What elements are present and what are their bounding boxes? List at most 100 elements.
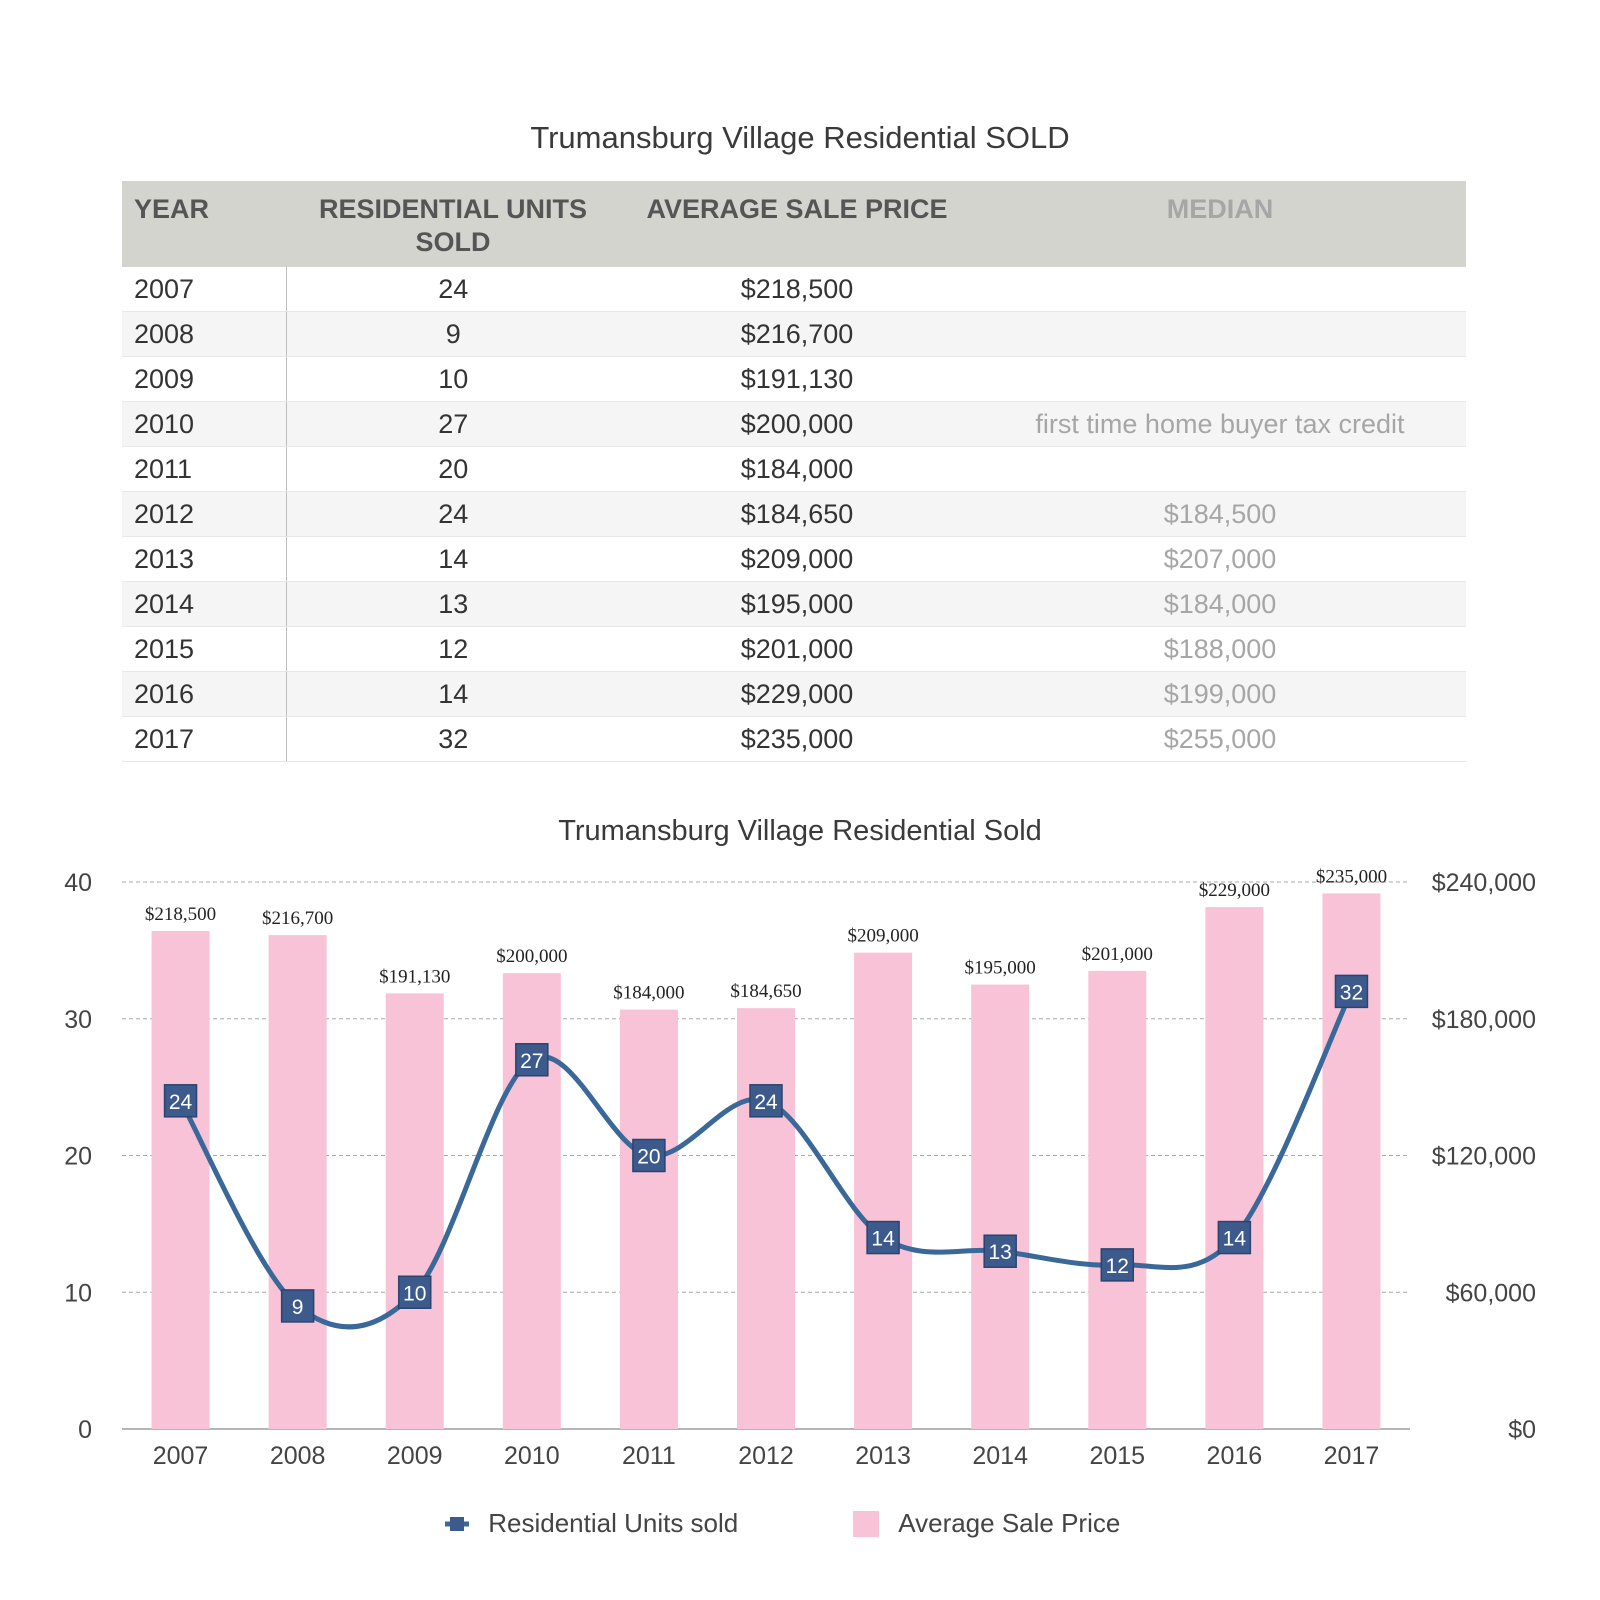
units-data-label: 14: [1223, 1228, 1247, 1251]
price-data-label: $201,000: [1082, 944, 1153, 965]
units-marker: [397, 1275, 432, 1309]
units-line: [178, 990, 1354, 1330]
price-data-label: $235,000: [1316, 866, 1387, 887]
x-tick-label: 2015: [1089, 1442, 1145, 1470]
cell-median: [974, 446, 1466, 492]
price-data-label: $195,000: [965, 958, 1036, 979]
cell-year: 2010: [122, 401, 287, 447]
cell-median: first time home buyer tax credit: [974, 401, 1466, 447]
header-median: MEDIAN: [974, 181, 1466, 267]
cell-year: 2011: [122, 446, 287, 492]
y-left-tick-label: 40: [64, 869, 92, 897]
units-marker: [866, 1220, 900, 1255]
y-left-tick-label: 20: [64, 1143, 92, 1171]
legend-label-price: Average Sale Price: [898, 1508, 1121, 1538]
price-bar: [502, 973, 561, 1429]
x-tick-label: 2009: [387, 1442, 443, 1470]
table-row: 2016 14 $229,000 $199,000: [122, 671, 1466, 717]
units-marker: [749, 1084, 783, 1118]
price-data-label: $200,000: [496, 946, 567, 967]
units-data-label: 24: [754, 1091, 778, 1114]
table-row: 2017 32 $235,000 $255,000: [122, 716, 1466, 762]
table-row: 2015 12 $201,000 $188,000: [122, 626, 1466, 672]
cell-year: 2015: [122, 626, 287, 672]
cell-average-price: $201,000: [620, 626, 974, 672]
cell-average-price: $195,000: [620, 581, 974, 627]
price-data-label: $184,000: [613, 983, 684, 1004]
table-row: 2013 14 $209,000 $207,000: [122, 536, 1466, 582]
legend-label-units: Residential Units sold: [488, 1508, 739, 1538]
y-left-tick-label: 0: [78, 1416, 92, 1444]
y-right-tick-label: $60,000: [1446, 1279, 1536, 1307]
y-right-tick-label: $0: [1508, 1416, 1536, 1444]
price-bar: [971, 984, 1030, 1429]
x-tick-label: 2011: [622, 1442, 676, 1470]
table-title: Trumansburg Village Residential SOLD: [530, 120, 1070, 155]
header-average-price: AVERAGE SALE PRICE: [620, 181, 974, 267]
cell-year: 2014: [122, 581, 287, 627]
cell-average-price: $191,130: [620, 356, 974, 402]
table-header-row: YEAR RESIDENTIAL UNITS SOLD AVERAGE SALE…: [122, 181, 1466, 267]
table-row: 2011 20 $184,000: [122, 446, 1466, 492]
price-bar: [1322, 893, 1381, 1429]
y-right-tick-label: $240,000: [1432, 869, 1536, 897]
sales-table: YEAR RESIDENTIAL UNITS SOLD AVERAGE SALE…: [122, 181, 1466, 762]
price-bar: [1205, 907, 1264, 1429]
cell-year: 2016: [122, 671, 287, 717]
cell-units: 12: [286, 626, 620, 672]
price-data-label: $209,000: [847, 926, 918, 947]
cell-units: 20: [286, 446, 620, 492]
cell-median: $184,000: [974, 581, 1466, 627]
cell-year: 2013: [122, 536, 287, 582]
cell-average-price: $200,000: [620, 401, 974, 447]
cell-average-price: $184,000: [620, 446, 974, 492]
price-data-label: $218,500: [145, 904, 216, 925]
y-left-tick-label: 30: [64, 1006, 92, 1034]
cell-median: $188,000: [974, 626, 1466, 672]
x-tick-label: 2013: [855, 1442, 911, 1470]
cell-average-price: $216,700: [620, 311, 974, 357]
combo-chart: 0 10 20 30 40 $0 $60,000 $120,000 $180,000 $240,0…: [64, 866, 1536, 1470]
cell-median: $184,500: [974, 491, 1466, 537]
cell-units: 10: [286, 356, 620, 402]
units-data-label: 27: [520, 1050, 543, 1073]
price-bar: [268, 935, 327, 1429]
line-marker-icon: [445, 1517, 469, 1531]
y-right-tick-label: $180,000: [1432, 1006, 1536, 1034]
units-marker: [1334, 974, 1369, 1009]
units-marker: [1217, 1220, 1252, 1255]
cell-average-price: $235,000: [620, 716, 974, 762]
units-marker: [163, 1084, 198, 1118]
units-marker: [515, 1043, 549, 1077]
cell-median: [974, 267, 1466, 312]
x-tick-label: 2010: [504, 1442, 560, 1470]
units-data-label: 14: [871, 1228, 895, 1251]
units-marker: [983, 1234, 1017, 1268]
cell-units: 14: [286, 671, 620, 717]
header-year: YEAR: [122, 181, 286, 267]
cell-average-price: $184,650: [620, 491, 974, 537]
price-bar: [619, 1009, 678, 1429]
price-data-label: $229,000: [1199, 880, 1270, 901]
y-left-tick-label: 10: [64, 1279, 92, 1307]
cell-median: [974, 356, 1466, 402]
cell-average-price: $209,000: [620, 536, 974, 582]
cell-year: 2017: [122, 716, 287, 762]
units-marker: [1100, 1248, 1135, 1282]
cell-median: $207,000: [974, 536, 1466, 582]
legend-item-price: Average Sale Price: [853, 1508, 1120, 1539]
bar-swatch-icon: [853, 1511, 879, 1537]
units-marker: [632, 1138, 666, 1173]
x-tick-label: 2007: [153, 1442, 209, 1470]
cell-units: 32: [286, 716, 620, 762]
price-bar: [737, 1008, 795, 1429]
cell-average-price: $229,000: [620, 671, 974, 717]
cell-units: 24: [286, 267, 620, 312]
price-data-label: $184,650: [730, 981, 801, 1002]
x-tick-label: 2012: [738, 1442, 794, 1470]
chart-title: Trumansburg Village Residential Sold: [558, 815, 1042, 847]
cell-year: 2007: [122, 267, 287, 312]
table-row: 2007 24 $218,500: [122, 267, 1466, 312]
units-marker: [280, 1289, 315, 1323]
price-data-label: $216,700: [262, 908, 333, 929]
